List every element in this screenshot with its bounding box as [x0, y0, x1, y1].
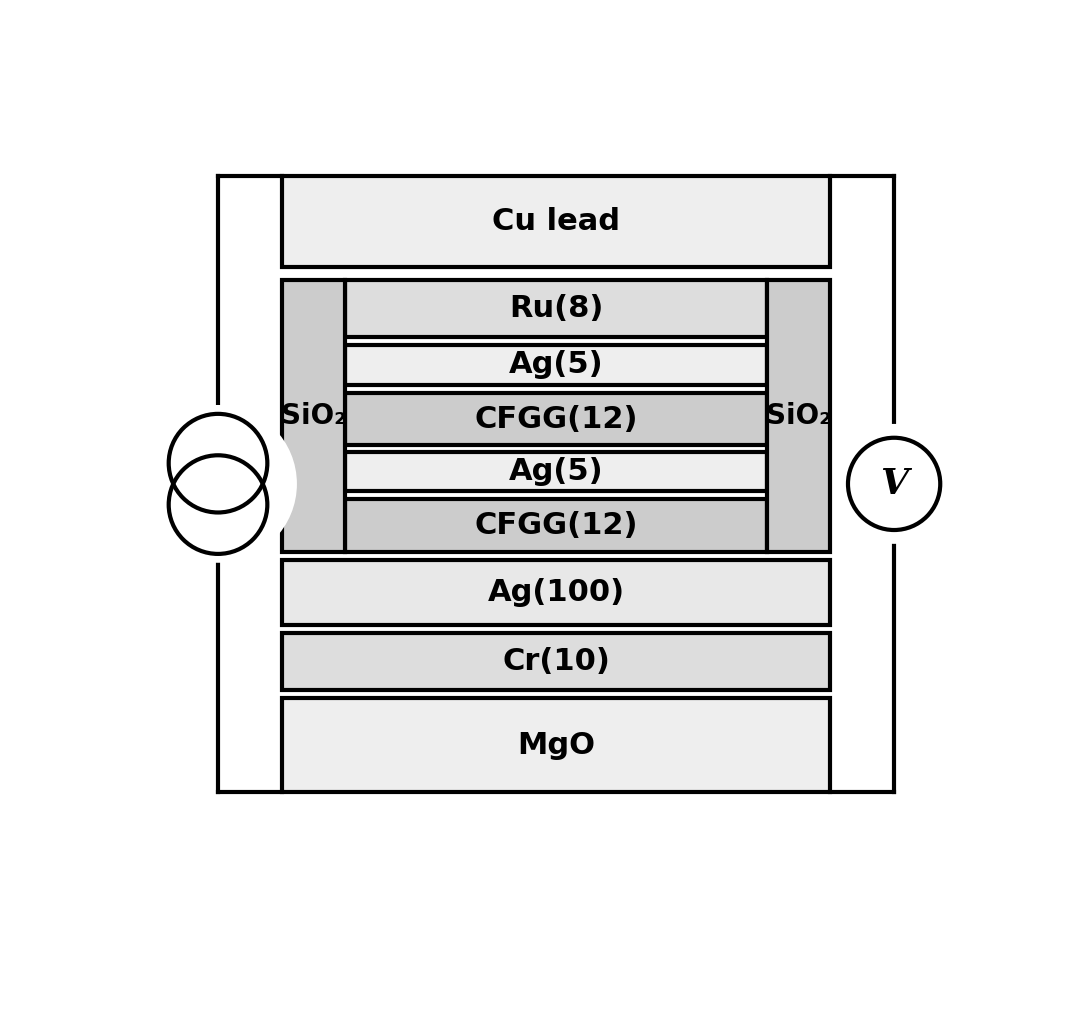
Bar — [282, 698, 830, 792]
Text: SiO₂: SiO₂ — [766, 402, 831, 430]
Text: Ag(100): Ag(100) — [487, 577, 625, 607]
Bar — [345, 393, 767, 445]
Bar — [282, 560, 830, 625]
Text: Ag(5): Ag(5) — [509, 350, 603, 379]
Bar — [345, 499, 767, 552]
Text: Ag(5): Ag(5) — [509, 457, 603, 487]
Text: CFGG(12): CFGG(12) — [474, 511, 638, 540]
Text: V: V — [880, 467, 908, 501]
Text: Ru(8): Ru(8) — [509, 294, 603, 323]
Text: Cu lead: Cu lead — [493, 207, 620, 236]
Circle shape — [834, 424, 954, 543]
Bar — [345, 345, 767, 385]
Circle shape — [139, 405, 297, 563]
Bar — [767, 280, 830, 552]
Text: CFGG(12): CFGG(12) — [474, 405, 638, 434]
Bar — [345, 451, 767, 492]
Text: SiO₂: SiO₂ — [281, 402, 346, 430]
Bar — [282, 633, 830, 690]
Text: MgO: MgO — [518, 730, 595, 759]
Bar — [345, 280, 767, 337]
Bar — [282, 176, 830, 268]
Text: Cr(10): Cr(10) — [502, 647, 610, 677]
Bar — [282, 280, 345, 552]
